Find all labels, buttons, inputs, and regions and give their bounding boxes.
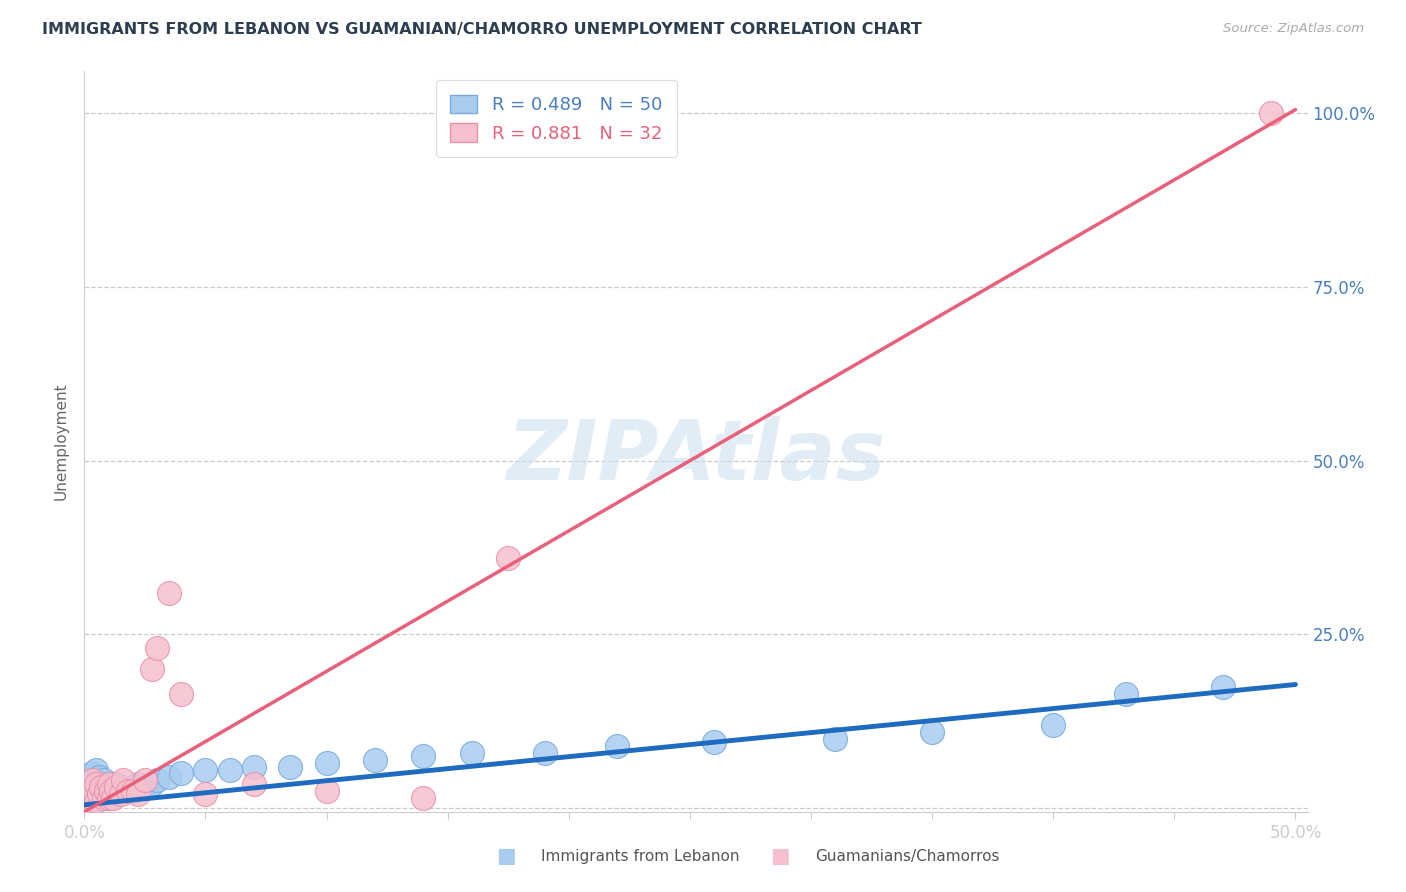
Point: [1212, 680, 1234, 694]
Text: Guamanians/Chamorros: Guamanians/Chamorros: [815, 849, 1000, 863]
Point: [93, 773, 115, 788]
Point: [134, 773, 156, 788]
Point: [921, 724, 943, 739]
Point: [412, 749, 434, 764]
Point: [127, 788, 149, 802]
Point: [157, 770, 180, 784]
Point: [315, 784, 337, 798]
Point: [110, 784, 132, 798]
Point: [80, 794, 103, 808]
Point: [80, 773, 103, 788]
Point: [80, 780, 103, 795]
Point: [146, 641, 169, 656]
Text: Immigrants from Lebanon: Immigrants from Lebanon: [541, 849, 740, 863]
Point: [141, 777, 163, 791]
Point: [170, 687, 193, 701]
Point: [117, 784, 139, 798]
Point: [157, 586, 180, 600]
Point: [533, 746, 555, 760]
Point: [104, 777, 127, 791]
Point: [90, 780, 112, 795]
Point: [703, 735, 725, 749]
Point: [110, 788, 132, 802]
Point: [1115, 687, 1137, 701]
Text: ■: ■: [496, 847, 516, 866]
Point: [76, 784, 98, 798]
Text: IMMIGRANTS FROM LEBANON VS GUAMANIAN/CHAMORRO UNEMPLOYMENT CORRELATION CHART: IMMIGRANTS FROM LEBANON VS GUAMANIAN/CHA…: [42, 22, 922, 37]
Point: [1042, 718, 1064, 732]
Point: [77, 790, 100, 805]
Point: [117, 784, 139, 798]
Point: [86, 777, 108, 791]
Point: [90, 790, 112, 805]
Point: [100, 784, 122, 798]
Point: [76, 794, 98, 808]
Point: [141, 662, 163, 676]
Point: [243, 777, 266, 791]
Point: [194, 788, 217, 802]
Point: [86, 794, 108, 808]
Point: [112, 780, 135, 795]
Point: [461, 746, 484, 760]
Point: [412, 790, 434, 805]
Y-axis label: Unemployment: Unemployment: [53, 383, 69, 500]
Point: [83, 784, 105, 798]
Point: [121, 784, 143, 798]
Point: [86, 790, 108, 805]
Point: [96, 784, 118, 798]
Point: [87, 784, 110, 798]
Point: [83, 788, 105, 802]
Point: [134, 780, 156, 795]
Point: [86, 777, 108, 791]
Point: [146, 773, 169, 788]
Point: [93, 790, 115, 805]
Point: [112, 773, 135, 788]
Point: [315, 756, 337, 770]
Point: [103, 780, 125, 795]
Point: [824, 731, 846, 746]
Point: [83, 773, 105, 788]
Point: [496, 551, 519, 566]
Point: [87, 788, 110, 802]
Point: [103, 790, 125, 805]
Point: [97, 777, 120, 791]
Point: [80, 790, 103, 805]
Text: ZIPAtlas: ZIPAtlas: [506, 416, 886, 497]
Point: [97, 777, 120, 791]
Point: [86, 763, 108, 777]
Text: ■: ■: [770, 847, 790, 866]
Point: [90, 780, 112, 795]
Point: [170, 766, 193, 780]
Point: [104, 780, 127, 795]
Point: [77, 788, 100, 802]
Point: [100, 784, 122, 798]
Text: Source: ZipAtlas.com: Source: ZipAtlas.com: [1223, 22, 1364, 36]
Point: [97, 790, 120, 805]
Point: [127, 777, 149, 791]
Point: [87, 770, 110, 784]
Legend: R = 0.489   N = 50, R = 0.881   N = 32: R = 0.489 N = 50, R = 0.881 N = 32: [436, 80, 676, 157]
Point: [121, 780, 143, 795]
Point: [243, 759, 266, 773]
Point: [1260, 106, 1282, 120]
Point: [97, 790, 120, 805]
Point: [606, 739, 628, 753]
Point: [364, 753, 387, 767]
Point: [93, 788, 115, 802]
Point: [194, 763, 217, 777]
Point: [218, 763, 240, 777]
Point: [80, 766, 103, 780]
Point: [278, 759, 301, 773]
Point: [96, 784, 118, 798]
Point: [77, 777, 100, 791]
Point: [76, 794, 98, 808]
